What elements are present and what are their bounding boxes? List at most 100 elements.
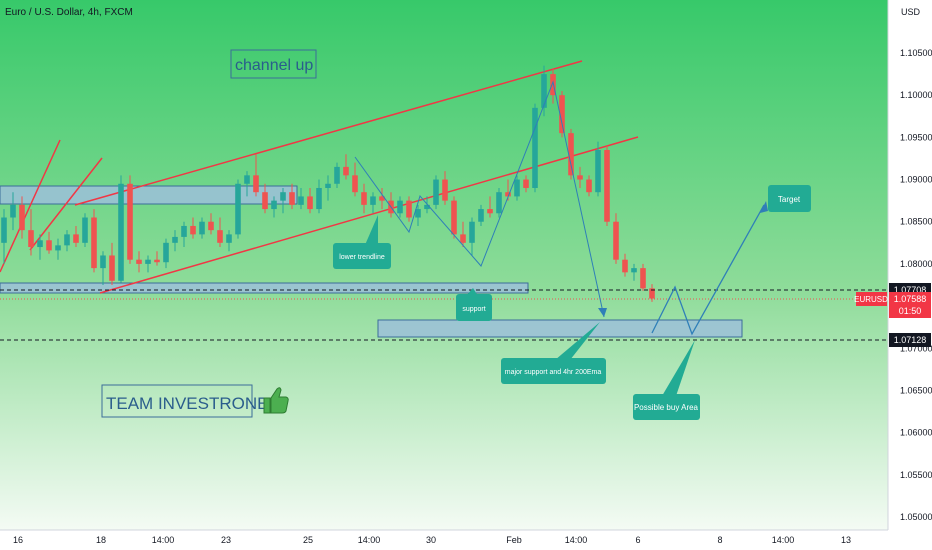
candle — [424, 196, 430, 214]
candle — [361, 183, 367, 214]
candle — [613, 213, 619, 264]
candle — [172, 230, 178, 252]
candle — [217, 217, 223, 248]
candle — [379, 187, 385, 210]
candle — [91, 209, 97, 273]
support-zone — [0, 282, 529, 294]
channel-lower-trendline — [99, 136, 639, 294]
candle — [262, 183, 268, 214]
candle — [28, 209, 34, 256]
channel-label-box — [230, 49, 317, 79]
candle — [307, 187, 313, 214]
candle — [64, 230, 70, 252]
past-path-arrowhead — [598, 308, 607, 317]
svg-text:EURUSD: EURUSD — [854, 295, 888, 304]
candle — [298, 187, 304, 210]
price-axis-ticks: 1.05000 1.05500 1.06000 1.06500 1.07000 1.080… — [900, 48, 932, 522]
svg-text:support: support — [462, 306, 485, 313]
candle — [109, 242, 115, 285]
time-tick-3: 23 — [221, 535, 231, 545]
candle — [136, 251, 142, 273]
price-tick-10: 1.10500 — [900, 48, 932, 58]
candle — [19, 196, 25, 239]
candle — [163, 238, 169, 269]
candle — [352, 162, 358, 197]
projection-arrowhead — [760, 201, 768, 213]
svg-text:major support and 4hr 200Ema: major support and 4hr 200Ema — [505, 369, 602, 376]
plot-background — [0, 0, 888, 530]
candle — [118, 175, 124, 283]
symbol-tag: EURUSD — [854, 292, 888, 306]
past-path-arrow — [354, 80, 605, 318]
candles-group — [1, 65, 655, 302]
price-tick-1: 1.05500 — [900, 470, 932, 480]
candle — [586, 175, 592, 197]
time-tick-10: 8 — [717, 535, 722, 545]
candle — [460, 221, 466, 248]
price-tick-8: 1.09500 — [900, 132, 932, 142]
channel-upper-trendline — [74, 60, 583, 206]
svg-text:Target: Target — [778, 195, 801, 204]
candle — [541, 65, 547, 117]
candle — [280, 187, 286, 214]
candle — [604, 145, 610, 226]
candle — [397, 196, 403, 218]
candle — [478, 204, 484, 226]
candle — [442, 171, 448, 205]
candle — [55, 238, 61, 260]
price-tick-2: 1.06000 — [900, 428, 932, 438]
time-tick-11: 14:00 — [772, 535, 795, 545]
callout-target: Target — [768, 185, 811, 212]
candle — [154, 251, 160, 266]
price-tick-5: 1.08000 — [900, 259, 932, 269]
time-tick-1: 18 — [96, 535, 106, 545]
time-tick-5: 14:00 — [358, 535, 381, 545]
candle — [487, 196, 493, 218]
candle — [415, 204, 421, 226]
time-tick-2: 14:00 — [152, 535, 175, 545]
price-axis-background — [888, 0, 932, 530]
candle — [496, 187, 502, 218]
candle — [253, 154, 259, 197]
resistance-zone — [0, 185, 298, 205]
candle — [181, 221, 187, 248]
candle — [235, 179, 241, 239]
price-tick-0: 1.05000 — [900, 512, 932, 522]
candle — [568, 128, 574, 180]
candle — [73, 225, 79, 248]
candle — [451, 196, 457, 239]
team-label: TEAM INVESTRONE — [106, 394, 268, 413]
time-axis-background — [0, 530, 932, 550]
price-tick-9: 1.10000 — [900, 90, 932, 100]
candle — [271, 196, 277, 218]
time-tick-12: 13 — [841, 535, 851, 545]
candle — [640, 263, 646, 291]
callout-lower-trendline: lower trendline — [333, 215, 391, 269]
candle — [406, 196, 412, 222]
candle — [10, 192, 16, 231]
candle — [1, 209, 7, 264]
time-tick-6: 30 — [426, 535, 436, 545]
candle — [226, 230, 232, 252]
channel-label: channel up — [235, 57, 313, 74]
candle — [316, 179, 322, 214]
chart-title: Euro / U.S. Dollar, 4h, FXCM — [5, 7, 133, 18]
candle — [334, 162, 340, 188]
major-support-zone — [377, 319, 743, 338]
svg-text:01:50: 01:50 — [899, 306, 922, 316]
current-price-label: 1.07588 01:50 — [889, 292, 931, 318]
short-trendline-1 — [0, 139, 61, 273]
short-trendline-2 — [29, 157, 103, 251]
candle — [514, 175, 520, 201]
price-tick-7: 1.09000 — [900, 175, 932, 185]
candle — [550, 68, 556, 104]
candle — [208, 213, 214, 235]
candle — [46, 231, 52, 254]
time-tick-8: 14:00 — [565, 535, 588, 545]
svg-text:1.07128: 1.07128 — [894, 335, 927, 345]
candle — [523, 175, 529, 193]
candle — [190, 217, 196, 239]
candle — [469, 217, 475, 256]
